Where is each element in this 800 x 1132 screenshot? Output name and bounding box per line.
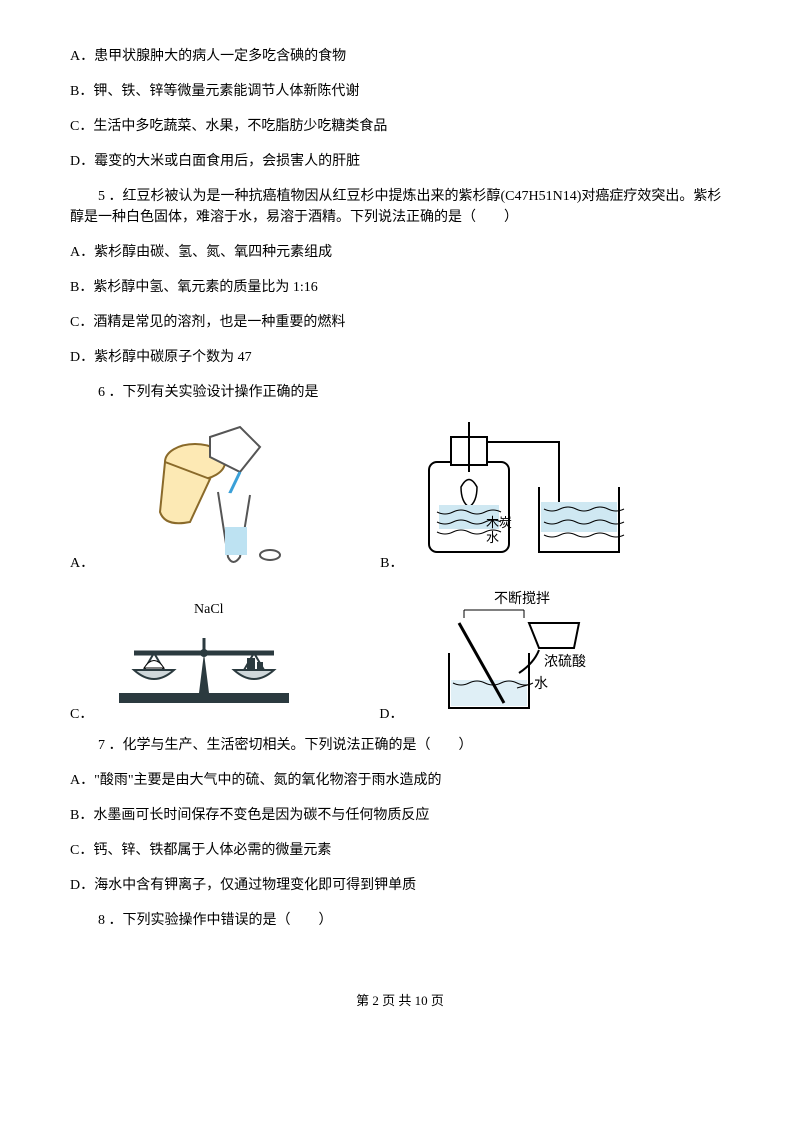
q6-row-ab: A． B． [70,417,730,574]
q5-option-b: B．紫杉醇中氢、氧元素的质量比为 1:16 [70,277,730,298]
q5-option-c: C．酒精是常见的溶剂，也是一种重要的燃料 [70,312,730,333]
q6-stem: 6 ．下列有关实验设计操作正确的是 [70,382,730,403]
q6-fig-a [100,417,310,574]
q6-label-b: B． [380,553,403,574]
q7-option-d: D．海水中含有钾离子，仅通过物理变化即可得到钾单质 [70,875,730,896]
q4-option-c: C．生活中多吃蔬菜、水果，不吃脂肪少吃糖类食品 [70,116,730,137]
q6-row-cd: C． NaCl [70,588,730,725]
page-footer: 第 2 页 共 10 页 [70,991,730,1011]
q5-option-d: D．紫杉醇中碳原子个数为 47 [70,347,730,368]
q6d-text-stir: 不断搅拌 [494,591,550,607]
q6-fig-c: NaCl [99,598,309,725]
q6d-text-acid: 浓硫酸 [544,654,586,670]
q6d-text-water: 水 [534,676,548,692]
q6-fig-c-wrap: C． NaCl [70,598,309,725]
q4-option-a: A．患甲状腺肿大的病人一定多吃含碘的食物 [70,46,730,67]
q6-fig-b-wrap: B． 木炭 水 [380,417,639,574]
q5-option-a: A．紫杉醇由碳、氢、氮、氧四种元素组成 [70,242,730,263]
q6-label-d: D． [379,704,403,725]
q6-fig-d: 不断搅拌 浓硫酸 水 [409,588,609,725]
q6b-text-charcoal: 木炭 [486,515,512,530]
q6-fig-d-wrap: D． 不断搅拌 浓硫酸 水 [379,588,609,725]
q4-option-b: B．钾、铁、锌等微量元素能调节人体新陈代谢 [70,81,730,102]
q6b-text-water: 水 [486,530,499,545]
q4-option-d: D．霉变的大米或白面食用后，会损害人的肝脏 [70,151,730,172]
q7-option-c: C．钙、锌、铁都属于人体必需的微量元素 [70,840,730,861]
q6-fig-a-wrap: A． [70,417,310,574]
q5-stem: 5 ．红豆杉被认为是一种抗癌植物因从红豆杉中提炼出来的紫杉醇(C47H51N14… [70,186,730,228]
q8-stem: 8 ．下列实验操作中错误的是（ ） [70,910,730,931]
q6-fig-b: 木炭 水 [409,417,639,574]
q6-label-c: C． [70,704,93,725]
q7-option-b: B．水墨画可长时间保存不变色是因为碳不与任何物质反应 [70,805,730,826]
q6c-text-nacl: NaCl [194,602,224,617]
q7-stem: 7 ．化学与生产、生活密切相关。下列说法正确的是（ ） [70,735,730,756]
q7-option-a: A．"酸雨"主要是由大气中的硫、氮的氧化物溶于雨水造成的 [70,770,730,791]
q6-label-a: A． [70,553,94,574]
